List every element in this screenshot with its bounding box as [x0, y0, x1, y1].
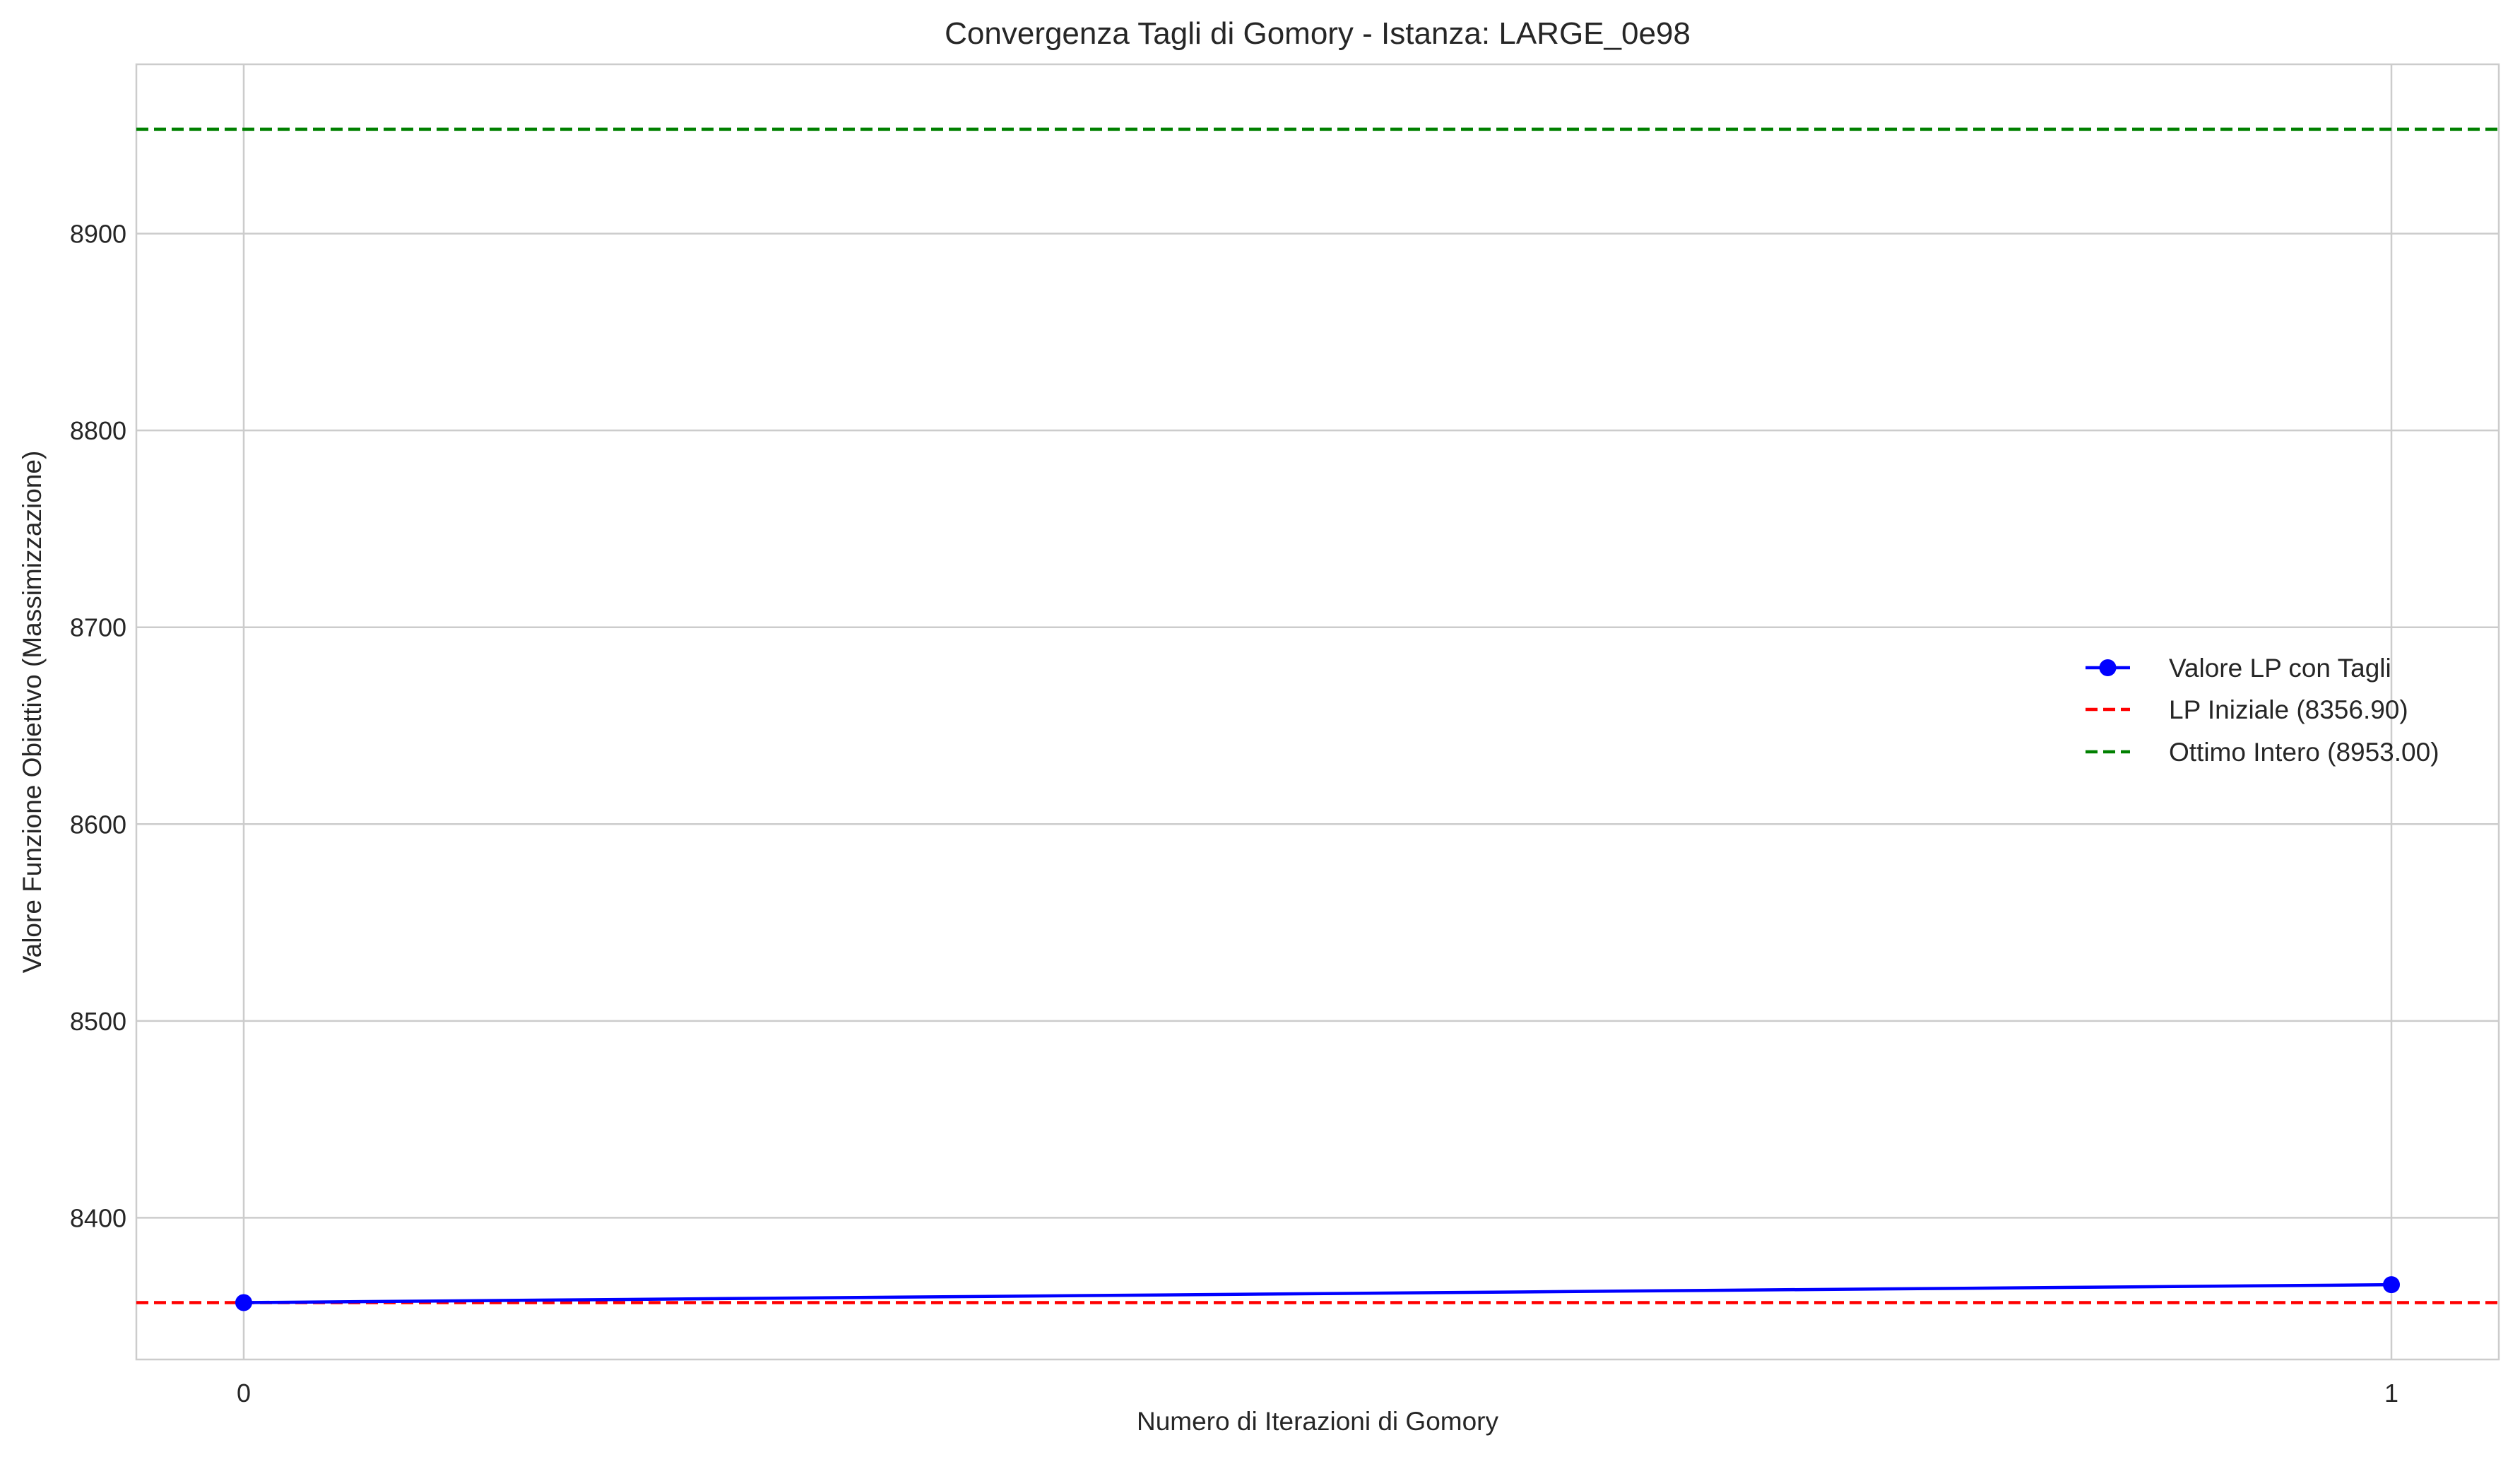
- legend-marker-lp-with-cuts: [2099, 659, 2117, 676]
- data-point: [2383, 1276, 2400, 1294]
- data-marks: [136, 127, 2499, 1311]
- x-tick-label: 1: [2384, 1379, 2398, 1408]
- y-tick-label: 8500: [70, 1007, 126, 1036]
- x-axis-label: Numero di Iterazioni di Gomory: [1137, 1407, 1499, 1436]
- legend-label-lp-with-cuts: Valore LP con Tagli: [2169, 654, 2391, 683]
- plot-frame: [135, 63, 2500, 1361]
- legend-item-integer-optimum: Ottimo Intero (8953.00): [2086, 738, 2439, 767]
- y-tick-label: 8900: [70, 220, 126, 249]
- y-tick-label: 8800: [70, 416, 126, 445]
- legend-label-integer-optimum: Ottimo Intero (8953.00): [2169, 738, 2439, 767]
- series-line-lp-with-cuts: [243, 1282, 2392, 1304]
- legend-item-lp-with-cuts: Valore LP con Tagli: [2086, 654, 2391, 683]
- y-tick-label: 8600: [70, 810, 126, 839]
- legend-label-initial-lp: LP Iniziale (8356.90): [2169, 695, 2408, 724]
- x-tick-label: 0: [237, 1379, 251, 1408]
- y-tick-label: 8400: [70, 1203, 126, 1232]
- legend: Valore LP con Tagli LP Iniziale (8356.90…: [2086, 654, 2439, 767]
- legend-item-initial-lp: LP Iniziale (8356.90): [2086, 695, 2408, 724]
- grid: [136, 64, 2499, 1359]
- tick-labels: 8400 8500 8600 8700 8800 8900 0 1: [70, 220, 2398, 1408]
- y-tick-label: 8700: [70, 613, 126, 642]
- chart-title: Convergenza Tagli di Gomory - Istanza: L…: [945, 16, 1691, 51]
- y-axis-label: Valore Funzione Obiettivo (Massimizzazio…: [18, 451, 47, 974]
- data-point: [235, 1294, 252, 1311]
